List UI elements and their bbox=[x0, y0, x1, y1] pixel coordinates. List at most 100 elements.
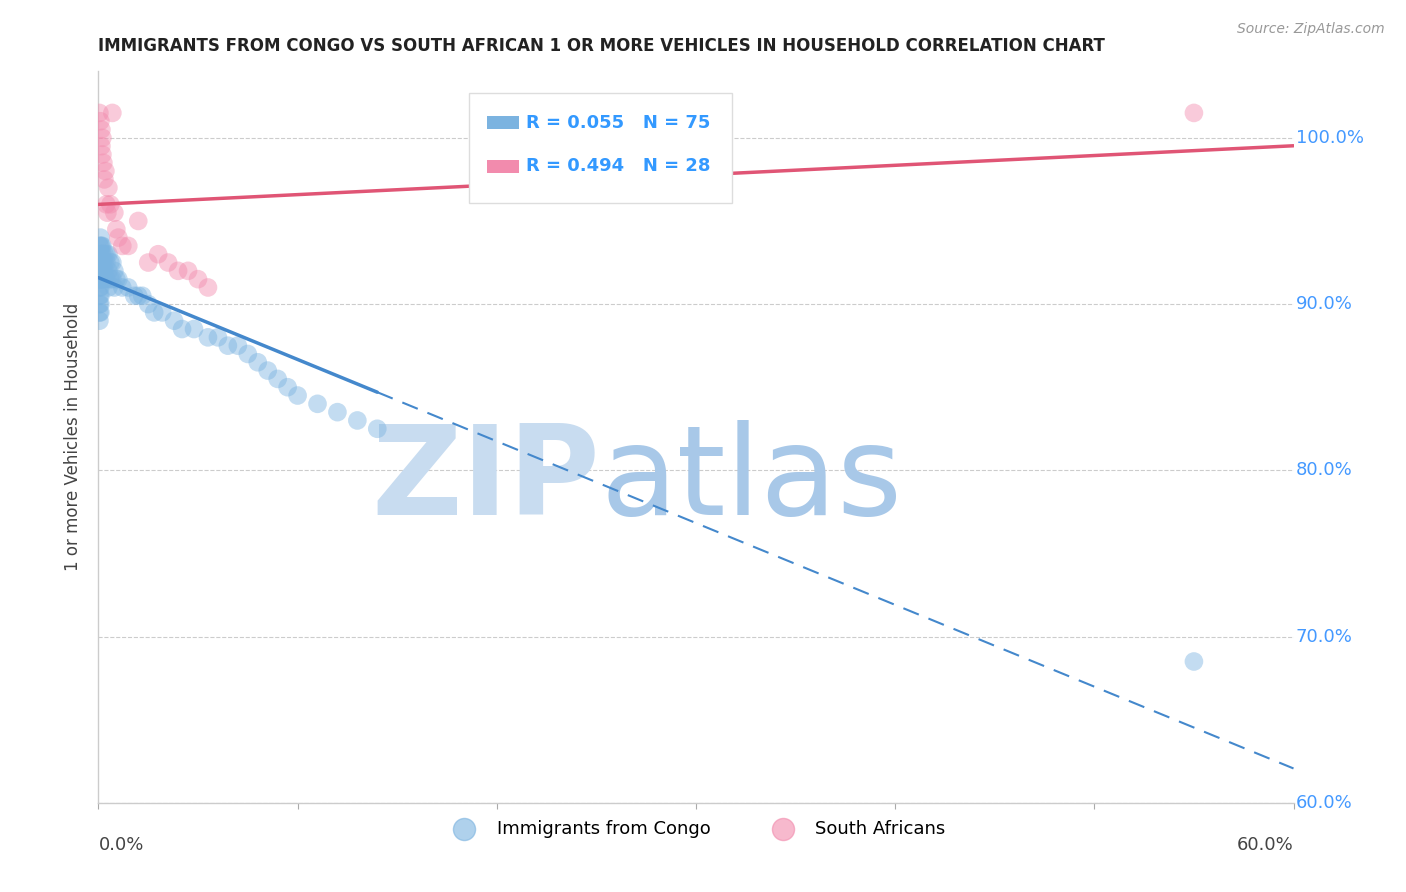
Point bbox=[131, 289, 153, 303]
Legend: Immigrants from Congo, South Africans: Immigrants from Congo, South Africans bbox=[439, 813, 953, 845]
Point bbox=[97, 247, 120, 261]
Point bbox=[89, 255, 111, 269]
Point bbox=[127, 214, 149, 228]
Point bbox=[89, 305, 111, 319]
Text: 0.0%: 0.0% bbox=[98, 836, 143, 854]
Point bbox=[90, 264, 112, 278]
Point bbox=[98, 255, 122, 269]
Point bbox=[93, 172, 115, 186]
Point bbox=[93, 156, 115, 170]
Point bbox=[93, 272, 115, 286]
Point bbox=[107, 230, 129, 244]
Text: atlas: atlas bbox=[600, 420, 903, 541]
Point bbox=[91, 272, 114, 286]
Point bbox=[117, 239, 139, 253]
Point bbox=[89, 239, 111, 253]
Text: R = 0.494   N = 28: R = 0.494 N = 28 bbox=[526, 158, 711, 176]
Point bbox=[287, 388, 309, 402]
Point bbox=[91, 264, 114, 278]
Text: 90.0%: 90.0% bbox=[1296, 295, 1353, 313]
Point bbox=[89, 239, 111, 253]
Text: 60.0%: 60.0% bbox=[1296, 794, 1353, 812]
Point bbox=[197, 330, 219, 344]
Point bbox=[326, 405, 349, 419]
Point bbox=[143, 305, 166, 319]
Point bbox=[89, 247, 111, 261]
Point bbox=[307, 397, 329, 411]
Text: 60.0%: 60.0% bbox=[1237, 836, 1294, 854]
Point bbox=[89, 264, 111, 278]
Point bbox=[89, 247, 111, 261]
Point bbox=[89, 297, 111, 311]
Point bbox=[89, 280, 111, 294]
Text: ZIP: ZIP bbox=[371, 420, 600, 541]
Point bbox=[90, 272, 112, 286]
Point bbox=[90, 239, 112, 253]
Point bbox=[96, 255, 118, 269]
Point bbox=[91, 239, 114, 253]
Point bbox=[111, 280, 134, 294]
Point bbox=[89, 264, 111, 278]
Point bbox=[167, 264, 190, 278]
Text: Source: ZipAtlas.com: Source: ZipAtlas.com bbox=[1237, 22, 1385, 37]
Point bbox=[277, 380, 299, 394]
Point bbox=[157, 255, 180, 269]
Point bbox=[93, 264, 115, 278]
Point bbox=[101, 255, 124, 269]
Point bbox=[246, 355, 269, 369]
Point bbox=[89, 289, 111, 303]
Point bbox=[96, 272, 118, 286]
Point bbox=[91, 147, 114, 161]
Point bbox=[105, 272, 128, 286]
Point bbox=[124, 289, 146, 303]
Text: R = 0.055   N = 75: R = 0.055 N = 75 bbox=[526, 113, 710, 131]
Y-axis label: 1 or more Vehicles in Household: 1 or more Vehicles in Household bbox=[65, 303, 83, 571]
Point bbox=[91, 131, 114, 145]
Point bbox=[150, 305, 173, 319]
Point bbox=[103, 280, 125, 294]
Text: 70.0%: 70.0% bbox=[1296, 628, 1353, 646]
Point bbox=[267, 372, 290, 386]
Point bbox=[107, 272, 129, 286]
Point bbox=[103, 205, 125, 219]
Point bbox=[89, 114, 111, 128]
Point bbox=[89, 230, 111, 244]
Point bbox=[217, 339, 239, 353]
Point bbox=[127, 289, 149, 303]
Point bbox=[346, 413, 368, 427]
Point bbox=[96, 205, 118, 219]
Point bbox=[89, 314, 111, 328]
Point bbox=[207, 330, 229, 344]
FancyBboxPatch shape bbox=[470, 94, 733, 203]
Point bbox=[236, 347, 259, 361]
Point bbox=[96, 197, 118, 211]
Point bbox=[226, 339, 249, 353]
Point bbox=[177, 264, 200, 278]
Point bbox=[117, 280, 139, 294]
Point bbox=[163, 314, 186, 328]
Point bbox=[90, 139, 112, 153]
Point bbox=[172, 322, 194, 336]
Point bbox=[90, 247, 112, 261]
Point bbox=[98, 197, 122, 211]
Point bbox=[91, 255, 114, 269]
Point bbox=[90, 255, 112, 269]
Point bbox=[93, 255, 115, 269]
Point bbox=[89, 272, 111, 286]
Point bbox=[101, 106, 124, 120]
Point bbox=[97, 264, 120, 278]
Point bbox=[1182, 655, 1205, 669]
Point bbox=[136, 255, 159, 269]
Point bbox=[89, 255, 111, 269]
Point bbox=[89, 280, 111, 294]
Point bbox=[187, 272, 209, 286]
Point bbox=[89, 289, 111, 303]
Point bbox=[136, 297, 159, 311]
Point bbox=[97, 280, 120, 294]
Text: IMMIGRANTS FROM CONGO VS SOUTH AFRICAN 1 OR MORE VEHICLES IN HOUSEHOLD CORRELATI: IMMIGRANTS FROM CONGO VS SOUTH AFRICAN 1… bbox=[98, 37, 1105, 54]
Point bbox=[105, 222, 128, 236]
Point bbox=[148, 247, 170, 261]
Point bbox=[94, 164, 117, 178]
Point bbox=[89, 106, 111, 120]
Point bbox=[96, 247, 118, 261]
